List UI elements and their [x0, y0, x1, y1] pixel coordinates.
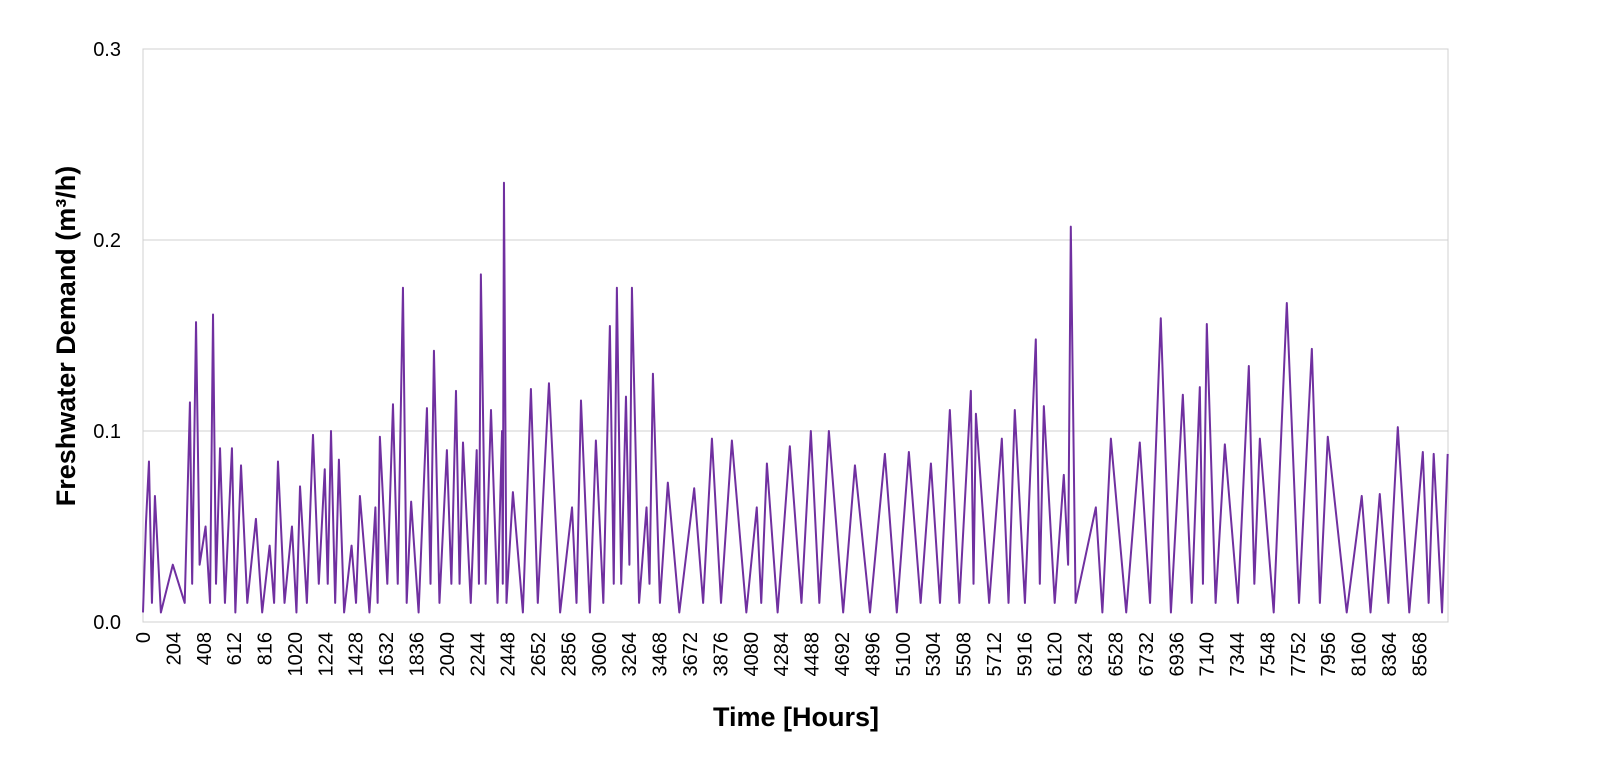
x-tick-label: 5508	[954, 632, 976, 677]
x-tick-label: 3876	[710, 632, 732, 677]
x-tick-label: 4692	[832, 632, 854, 677]
x-tick-label: 6732	[1136, 632, 1158, 677]
x-tick-label: 4488	[802, 632, 824, 677]
x-tick-label: 204	[163, 632, 185, 665]
x-tick-label: 8364	[1379, 632, 1401, 677]
x-tick-label: 2244	[467, 632, 489, 677]
x-tick-label: 1836	[407, 632, 429, 677]
x-tick-label: 3468	[650, 632, 672, 677]
x-tick-label: 1020	[285, 632, 307, 677]
x-tick-label: 4284	[771, 632, 793, 677]
x-tick-label: 1632	[376, 632, 398, 677]
x-tick-label: 6120	[1045, 632, 1067, 677]
x-tick-label: 6528	[1105, 632, 1127, 677]
x-tick-label: 1428	[346, 632, 368, 677]
x-tick-label: 4080	[741, 632, 763, 677]
x-axis-title: Time [Hours]	[713, 702, 879, 732]
x-tick-label: 7548	[1257, 632, 1279, 677]
x-tick-label: 7344	[1227, 632, 1249, 677]
x-tick-label: 0	[133, 632, 155, 643]
x-tick-label: 5100	[893, 632, 915, 677]
x-tick-label: 816	[255, 632, 277, 665]
x-tick-label: 7956	[1318, 632, 1340, 677]
x-tick-label: 5304	[923, 632, 945, 677]
x-tick-label: 408	[194, 632, 216, 665]
x-tick-label: 7140	[1197, 632, 1219, 677]
x-tick-label: 3264	[619, 632, 641, 677]
x-tick-label: 2040	[437, 632, 459, 677]
x-tick-label: 3672	[680, 632, 702, 677]
x-tick-label: 7752	[1288, 632, 1310, 677]
x-tick-label: 5712	[984, 632, 1006, 677]
y-tick-label: 0.2	[93, 230, 121, 252]
x-tick-label: 6324	[1075, 632, 1097, 677]
y-tick-label: 0.1	[93, 421, 121, 443]
x-tick-label: 8568	[1409, 632, 1431, 677]
x-tick-label: 1224	[315, 632, 337, 677]
x-tick-label: 3060	[589, 632, 611, 677]
x-tick-label: 2856	[558, 632, 580, 677]
x-tick-label: 612	[224, 632, 246, 665]
x-tick-label: 8160	[1349, 632, 1371, 677]
y-tick-label: 0.3	[93, 39, 121, 61]
y-tick-label: 0.0	[93, 612, 121, 634]
x-tick-label: 2448	[498, 632, 520, 677]
x-tick-label: 4896	[862, 632, 884, 677]
x-tick-label: 6936	[1166, 632, 1188, 677]
data-line	[142, 181, 1449, 614]
y-axis-title: Freshwater Demand (m³/h)	[51, 166, 81, 507]
x-tick-label: 2652	[528, 632, 550, 677]
x-tick-label: 5916	[1014, 632, 1036, 677]
